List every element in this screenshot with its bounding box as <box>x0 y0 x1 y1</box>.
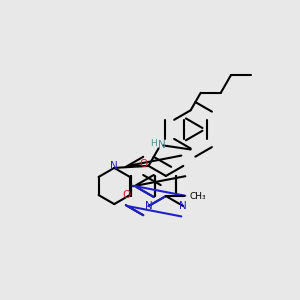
Text: N: N <box>110 161 118 171</box>
Text: N: N <box>158 140 166 149</box>
Text: CH₃: CH₃ <box>190 192 207 201</box>
Text: N: N <box>179 201 187 211</box>
Text: N: N <box>145 201 152 211</box>
Text: H: H <box>150 140 157 148</box>
Text: O: O <box>139 159 147 170</box>
Text: O: O <box>123 190 131 200</box>
